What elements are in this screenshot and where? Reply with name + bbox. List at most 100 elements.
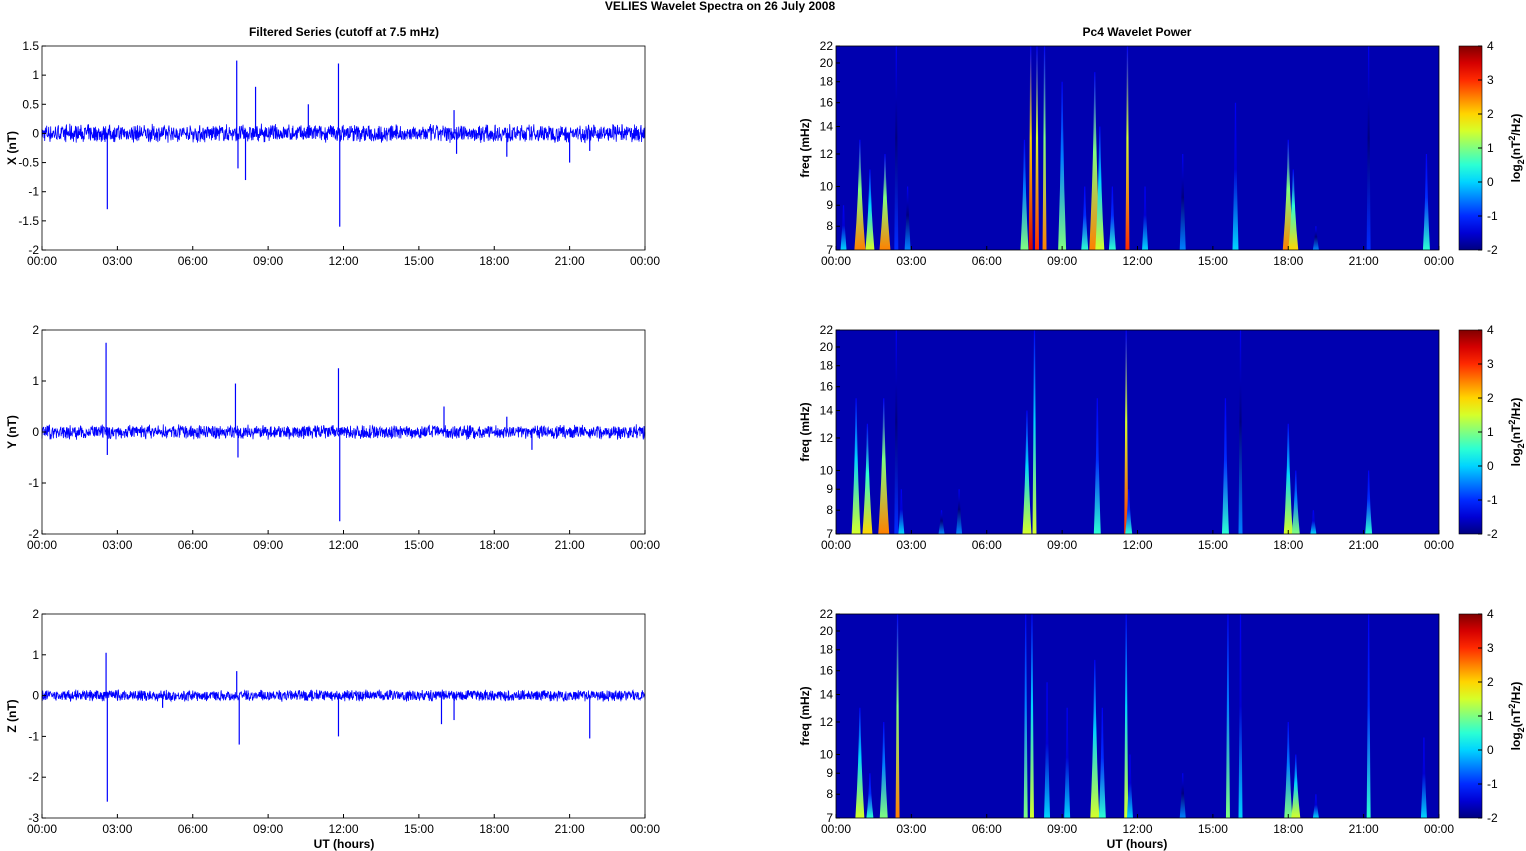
x-tick-label: 03:00 — [896, 254, 926, 268]
power-burst — [879, 721, 888, 818]
x-tick-label: 03:00 — [102, 538, 132, 552]
x-tick-label: 12:00 — [1122, 254, 1152, 268]
power-burst — [1032, 330, 1037, 534]
power-burst — [956, 489, 963, 534]
power-burst — [1366, 46, 1371, 250]
y-tick-label: 22 — [820, 607, 834, 621]
colorbar-tick-label: -2 — [1487, 811, 1498, 825]
x-tick-label: 21:00 — [1349, 822, 1379, 836]
power-burst — [1284, 721, 1293, 818]
x-tick-label: 00:00 — [1424, 538, 1454, 552]
x-tick-label: 21:00 — [555, 822, 585, 836]
power-burst — [866, 773, 874, 818]
y-axis-label: freq (mHz) — [798, 402, 812, 461]
colorbar-tick-label: -2 — [1487, 527, 1498, 541]
x-tick-label: 18:00 — [1273, 822, 1303, 836]
x-tick-label: 00:00 — [27, 538, 57, 552]
colorbar-tick-label: 4 — [1487, 607, 1494, 621]
y-tick-label: 0 — [32, 126, 39, 140]
series-line — [41, 689, 646, 703]
power-burst — [1225, 614, 1230, 818]
power-burst — [1366, 614, 1371, 818]
colorbar-label: log2(nT2/Hz) — [1507, 398, 1526, 467]
x-tick-label: 12:00 — [328, 822, 358, 836]
y-tick-label: 0.5 — [22, 97, 39, 111]
x-tick-label: 00:00 — [821, 254, 851, 268]
y-tick-label: 1 — [32, 68, 39, 82]
y-axis-label: X (nT) — [5, 131, 19, 165]
power-burst — [904, 186, 911, 250]
colorbar-tick-label: 3 — [1487, 641, 1494, 655]
y-tick-label: 0 — [32, 425, 39, 439]
power-burst — [1029, 614, 1034, 818]
power-burst — [879, 153, 891, 250]
y-tick-label: 0 — [32, 689, 39, 703]
power-burst — [878, 398, 890, 534]
x-tick-label: 03:00 — [896, 822, 926, 836]
y-axis-label: freq (mHz) — [798, 686, 812, 745]
power-burst — [1035, 46, 1039, 250]
power-burst — [1238, 614, 1243, 818]
power-burst — [1042, 46, 1047, 250]
y-tick-label: 7 — [826, 243, 833, 257]
y-tick-label: -2 — [28, 243, 39, 257]
spectrogram-background — [836, 330, 1439, 534]
y-tick-label: 8 — [826, 503, 833, 517]
y-tick-label: 8 — [826, 219, 833, 233]
power-burst — [1125, 489, 1133, 534]
x-tick-label: 09:00 — [253, 254, 283, 268]
x-tick-label: 15:00 — [1198, 538, 1228, 552]
left-column-title: Filtered Series (cutoff at 7.5 mHz) — [249, 25, 439, 39]
power-burst — [840, 205, 847, 250]
series-panel-y: 00:00 03:00 06:00 09:00 12:00 15:00 18:00 21:00… — [5, 323, 660, 552]
colorbar-tick-label: 3 — [1487, 357, 1494, 371]
y-tick-label: -1 — [28, 185, 39, 199]
y-tick-label: 1 — [32, 374, 39, 388]
power-burst — [1093, 398, 1101, 534]
x-tick-label: 12:00 — [1122, 822, 1152, 836]
power-burst — [1312, 226, 1319, 250]
x-tick-label: 09:00 — [1047, 254, 1077, 268]
x-tick-label: 21:00 — [555, 538, 585, 552]
y-tick-label: 18 — [820, 75, 834, 89]
colorbar-tick-label: 0 — [1487, 175, 1494, 189]
colorbar-tick-label: 2 — [1487, 391, 1494, 405]
y-tick-label: 1 — [32, 648, 39, 662]
power-burst — [1291, 470, 1300, 534]
x-tick-label: 15:00 — [404, 822, 434, 836]
x-tick-label: 09:00 — [1047, 538, 1077, 552]
y-tick-label: 14 — [820, 688, 834, 702]
x-tick-label: 00:00 — [821, 822, 851, 836]
power-burst — [895, 614, 900, 818]
power-burst — [1126, 754, 1133, 818]
y-tick-label: 2 — [32, 607, 39, 621]
power-burst — [1310, 510, 1317, 534]
x-tick-label: 15:00 — [404, 538, 434, 552]
power-burst — [1090, 659, 1100, 818]
power-burst — [894, 46, 899, 250]
power-burst — [1028, 46, 1033, 250]
colorbar-tick-label: 2 — [1487, 675, 1494, 689]
power-burst — [1179, 773, 1186, 818]
colorbar-tick-label: 3 — [1487, 73, 1494, 87]
y-tick-label: 16 — [820, 380, 834, 394]
power-burst — [862, 423, 873, 534]
colorbar-tick-label: 4 — [1487, 39, 1494, 53]
power-burst — [1095, 126, 1105, 250]
power-burst — [1420, 737, 1427, 818]
y-tick-label: 2 — [32, 323, 39, 337]
y-tick-label: 10 — [820, 463, 834, 477]
x-tick-label: 00:00 — [630, 822, 660, 836]
colorbar-tick-label: -1 — [1487, 777, 1498, 791]
colorbar-label: log2(nT2/Hz) — [1507, 114, 1526, 183]
power-burst — [1098, 707, 1106, 818]
x-tick-label: 06:00 — [178, 538, 208, 552]
x-tick-label: 21:00 — [555, 254, 585, 268]
y-tick-label: 7 — [826, 527, 833, 541]
x-tick-label: 06:00 — [178, 254, 208, 268]
plot-area — [42, 46, 645, 250]
